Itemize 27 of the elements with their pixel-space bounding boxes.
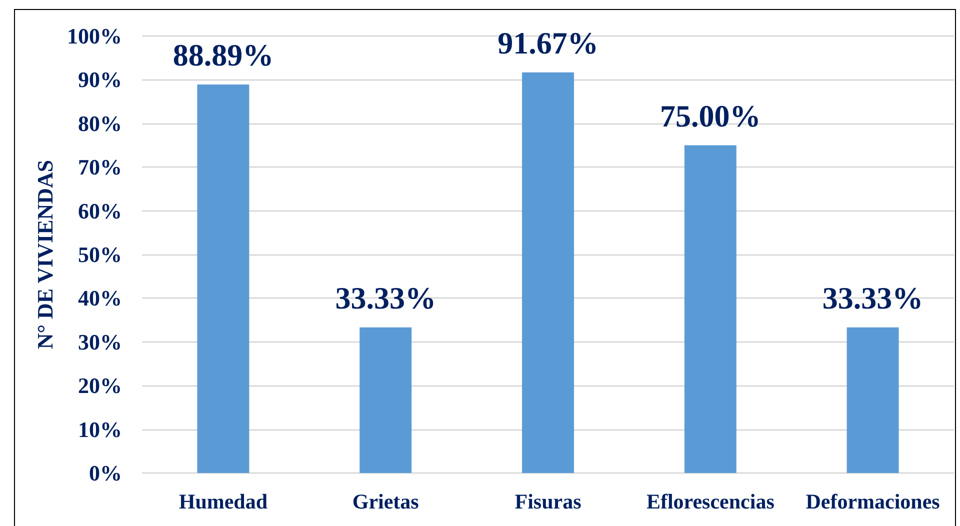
x-tick-label: Humedad xyxy=(178,490,268,514)
x-tick-label: Fisuras xyxy=(514,490,582,514)
x-tick-label: Eflorescencias xyxy=(646,490,774,514)
y-tick-label: 90% xyxy=(78,67,122,92)
bar xyxy=(684,145,736,473)
y-tick-label: 0% xyxy=(89,460,122,486)
y-tick-label: 20% xyxy=(78,373,122,398)
y-tick-label: 30% xyxy=(78,329,122,354)
y-tick-label: 80% xyxy=(78,110,122,136)
y-tick-label: 10% xyxy=(78,416,122,442)
data-label: 91.67% xyxy=(498,25,598,60)
x-tick-label: Deformaciones xyxy=(806,490,940,514)
y-axis-title: N° DE VIVIENDAS xyxy=(32,160,58,350)
data-label: 33.33% xyxy=(335,280,436,316)
bar xyxy=(360,327,412,473)
y-tick-label: 60% xyxy=(78,198,122,224)
y-tick-label: 70% xyxy=(78,154,122,180)
bar xyxy=(846,327,899,473)
bar xyxy=(197,84,250,473)
bar xyxy=(522,72,574,473)
data-label: 88.89% xyxy=(172,38,274,73)
data-label: 75.00% xyxy=(660,98,761,134)
x-tick-label: Grietas xyxy=(352,490,419,514)
data-label: 33.33% xyxy=(822,280,924,316)
y-tick-label: 100% xyxy=(67,24,122,48)
y-tick-label: 40% xyxy=(78,286,122,311)
y-tick-label: 50% xyxy=(78,242,122,267)
